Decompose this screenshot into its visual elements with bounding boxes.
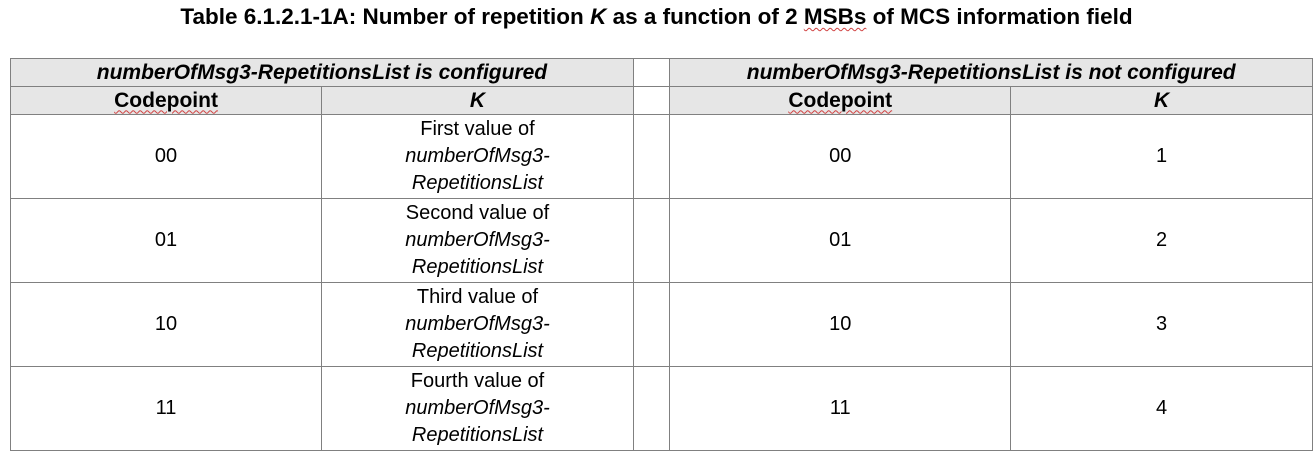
table-row: 11 Fourth value of numberOfMsg3- Repetitio… [9, 366, 1313, 451]
gap-cell [632, 86, 671, 115]
repetition-table: numberOfMsg3-RepetitionsList is configur… [9, 58, 1313, 451]
codepoint-right-cell: 00 [669, 114, 1012, 199]
k-left-cell: Fourth value of numberOfMsg3- RepetitionsL… [321, 366, 634, 451]
caption-middle: as a function of 2 [606, 4, 804, 29]
caption-suffix: of MCS information field [866, 4, 1133, 29]
k-right-cell: 4 [1010, 366, 1313, 451]
col-header-k-right: K [1010, 86, 1313, 115]
codepoint-left-cell: 00 [9, 114, 323, 199]
k-right-cell: 1 [1010, 114, 1313, 199]
caption-prefix: Table 6.1.2.1-1A: Number of repetition [180, 4, 591, 29]
k-left-cell: First value of numberOfMsg3- RepetitionsLi… [321, 114, 634, 199]
group-header-not-configured: numberOfMsg3-RepetitionsList is not conf… [669, 58, 1313, 87]
col-header-codepoint-right: Codepoint [669, 86, 1012, 115]
k-right-cell: 3 [1010, 282, 1313, 367]
col-header-codepoint-left: Codepoint [9, 86, 323, 115]
table-row: 10 Third value of numberOfMsg3- Repetition… [9, 282, 1313, 367]
col-header-k-left: K [321, 86, 634, 115]
table-row: 00 First value of numberOfMsg3- Repetition… [9, 114, 1313, 199]
gap-cell [632, 366, 671, 451]
codepoint-right-cell: 10 [669, 282, 1012, 367]
caption-msbs: MSBs [803, 4, 867, 29]
gap-cell [632, 198, 671, 283]
codepoint-left-cell: 10 [9, 282, 323, 367]
group-header-configured: numberOfMsg3-RepetitionsList is configur… [10, 58, 634, 87]
k-right-cell: 2 [1010, 198, 1313, 283]
codepoint-left-cell: 01 [9, 198, 323, 283]
group-header-row: numberOfMsg3-RepetitionsList is configur… [10, 58, 1313, 87]
caption-k: K [590, 4, 607, 29]
gap-cell [632, 58, 671, 87]
codepoint-right-cell: 11 [669, 366, 1012, 451]
gap-cell [632, 114, 671, 199]
codepoint-left-cell: 11 [9, 366, 323, 451]
table-caption: Table 6.1.2.1-1A: Number of repetition K… [0, 2, 1313, 32]
column-header-row: Codepoint K Codepoint K [9, 86, 1313, 115]
k-left-cell: Third value of numberOfMsg3- RepetitionsLi… [321, 282, 634, 367]
table-row: 01 Second value of numberOfMsg3- Repetitio… [9, 198, 1313, 283]
gap-cell [632, 282, 671, 367]
k-left-cell: Second value of numberOfMsg3- RepetitionsL… [321, 198, 634, 283]
codepoint-right-cell: 01 [669, 198, 1012, 283]
